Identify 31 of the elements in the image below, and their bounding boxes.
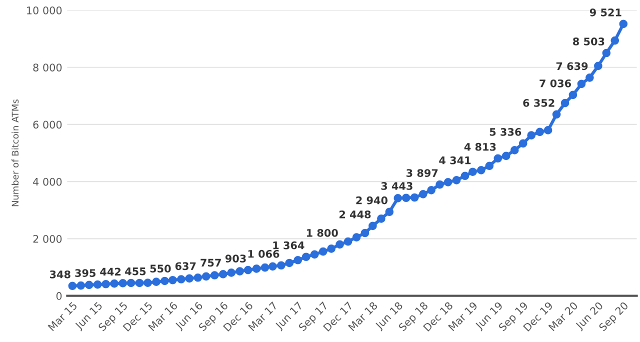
data-label: 903 xyxy=(225,254,246,262)
data-label: 5 336 xyxy=(490,128,522,136)
data-label: 455 xyxy=(125,268,146,276)
data-label: 395 xyxy=(75,269,96,277)
x-tick-label: Mar 15 xyxy=(48,302,78,332)
y-tick-label: 4 000 xyxy=(33,178,62,186)
y-tick-label: 10 000 xyxy=(27,6,62,14)
data-label: 3 897 xyxy=(406,169,438,177)
data-label: 1 800 xyxy=(306,228,338,237)
data-label: 6 352 xyxy=(523,98,554,107)
y-tick-label: 0 xyxy=(56,292,62,300)
y-tick-label: 8 000 xyxy=(33,64,62,72)
data-label: 3 443 xyxy=(381,182,412,190)
data-label: 1 364 xyxy=(273,241,304,250)
data-label: 757 xyxy=(200,258,221,267)
data-label: 637 xyxy=(175,262,196,270)
y-tick-label: 2 000 xyxy=(33,234,62,243)
data-label: 8 503 xyxy=(573,38,604,46)
data-label: 7 036 xyxy=(540,79,572,88)
data-label: 2 448 xyxy=(340,210,371,218)
data-label: 7 639 xyxy=(556,62,588,70)
data-label: 9 521 xyxy=(590,8,622,16)
data-label: 2 940 xyxy=(356,196,388,204)
y-axis-title: Number of Bitcoin ATMs xyxy=(12,99,19,206)
data-label: 348 xyxy=(50,270,70,278)
data-label: 442 xyxy=(100,268,121,276)
data-label: 1 066 xyxy=(248,250,280,258)
data-label: 4 341 xyxy=(439,156,471,164)
data-label: 4 813 xyxy=(464,142,496,151)
data-label: 550 xyxy=(150,264,171,273)
y-tick-label: 6 000 xyxy=(33,120,62,129)
